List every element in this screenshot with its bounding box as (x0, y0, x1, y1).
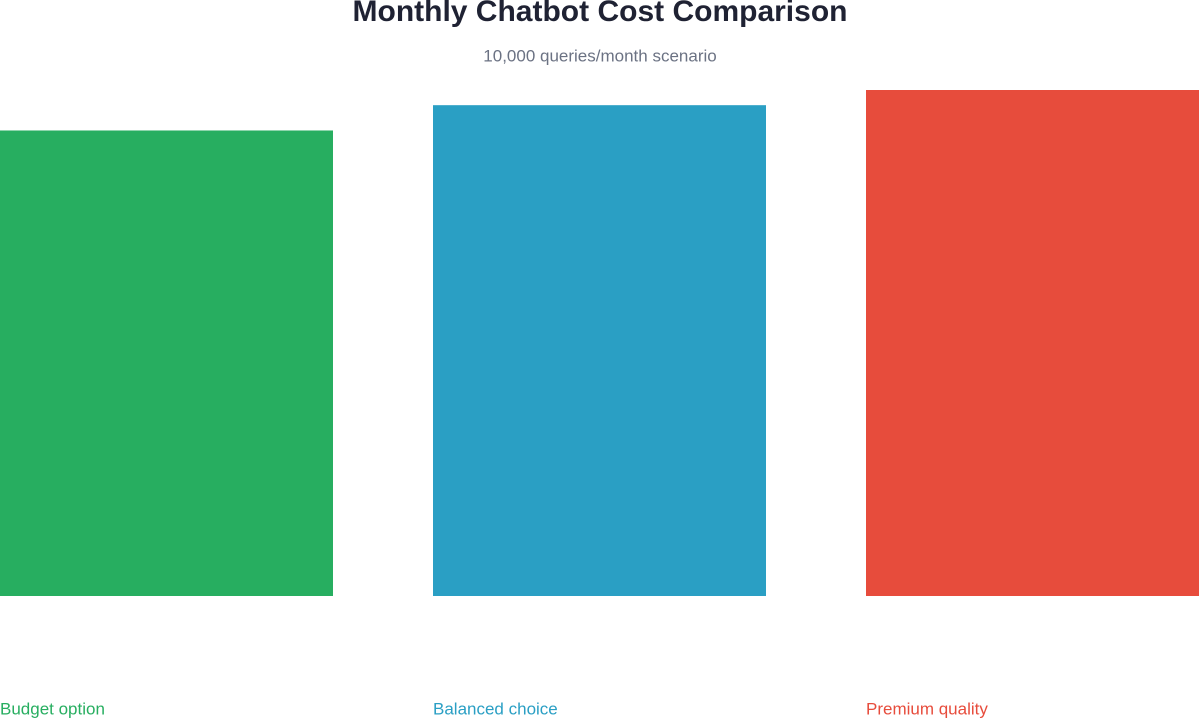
x-tick-label: Budget option (0, 699, 105, 718)
x-tick-label: Premium quality (866, 699, 988, 718)
bar (433, 105, 766, 597)
bar (866, 90, 1199, 596)
x-tick-label: Balanced choice (433, 699, 558, 718)
bar (0, 130, 333, 597)
chart-subtitle: 10,000 queries/month scenario (483, 46, 716, 65)
chart-title: Monthly Chatbot Cost Comparison (353, 0, 848, 28)
